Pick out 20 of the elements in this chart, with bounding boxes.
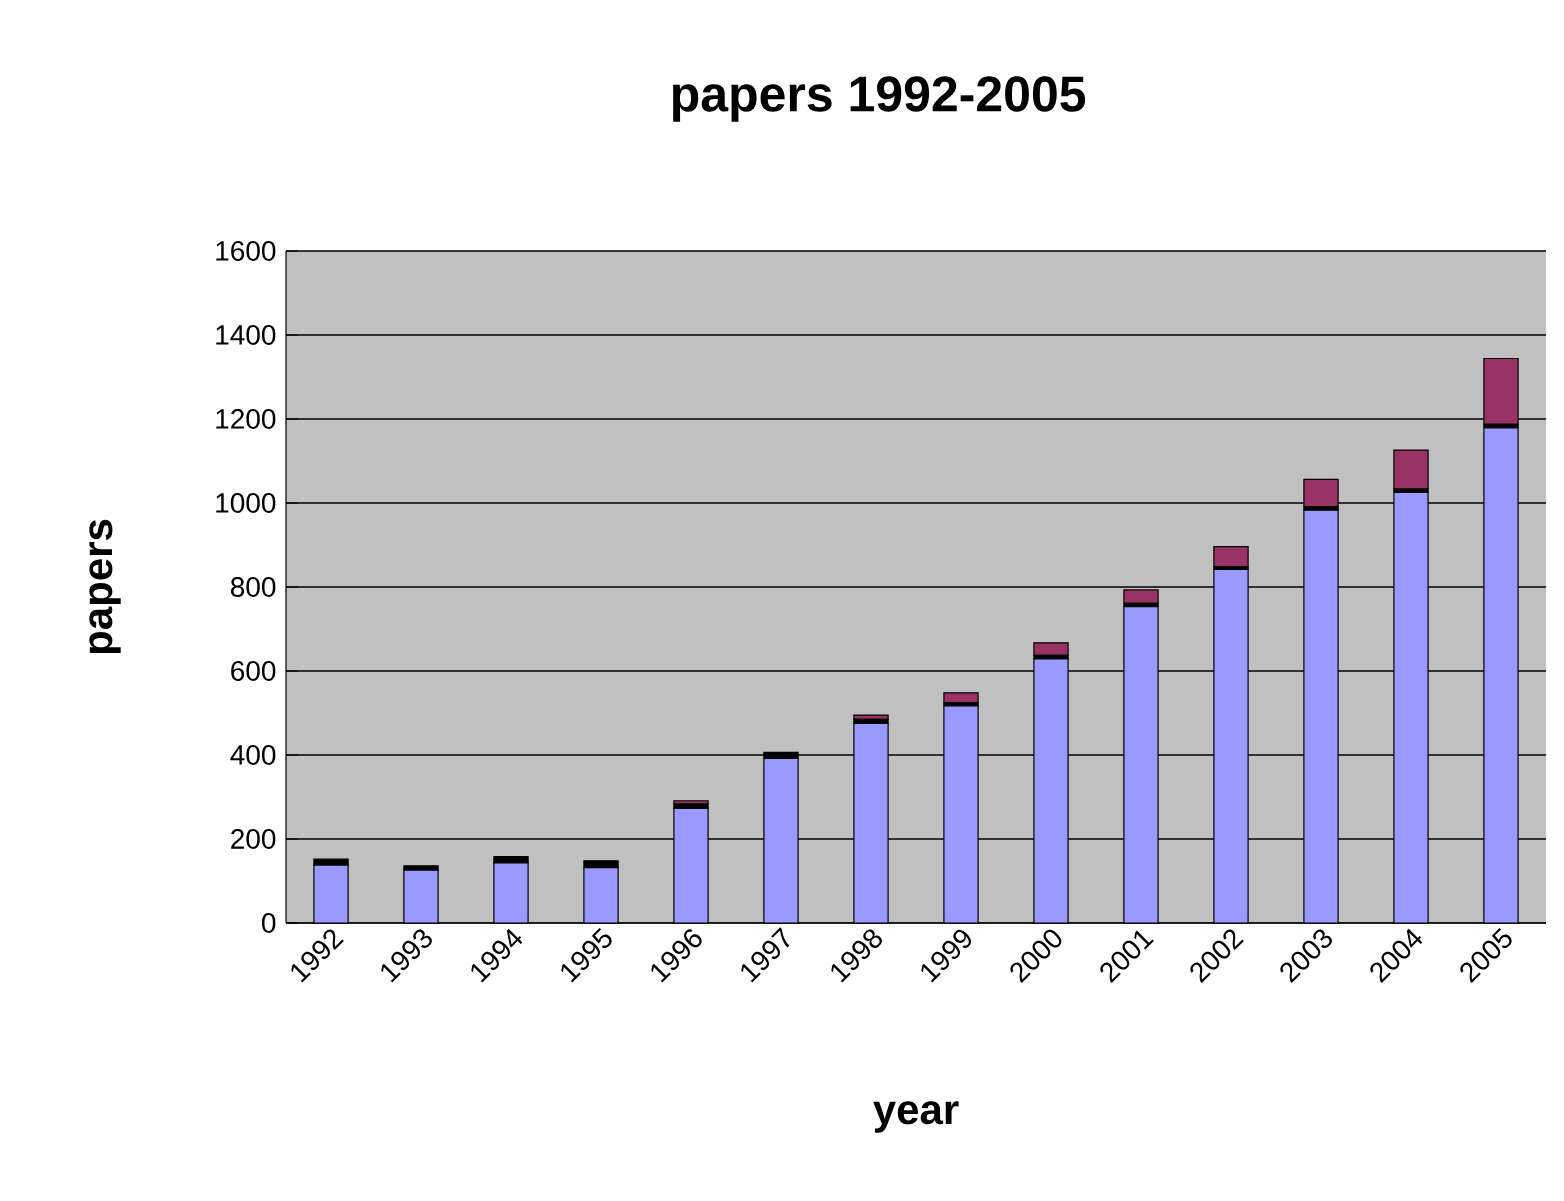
chart-title: papers 1992-2005: [673, 76, 1086, 122]
bar: [1213, 546, 1249, 568]
bar: [1303, 478, 1339, 508]
bar: [1483, 357, 1519, 426]
bar: [1393, 449, 1429, 490]
x-axis-title: year: [873, 1101, 959, 1133]
y-axis-title: papers: [89, 519, 121, 654]
y-tick-label: 200: [231, 829, 276, 849]
bar: [1033, 642, 1069, 657]
y-tick-label: 0: [262, 913, 276, 933]
y-tick-label: 1200: [216, 409, 276, 429]
bar: [1123, 589, 1159, 604]
y-tick-label: 600: [231, 661, 276, 681]
y-tick-label: 1000: [216, 493, 276, 513]
y-tick-label: 400: [230, 745, 276, 765]
bar: [943, 692, 979, 704]
y-tick-label: 1600: [216, 241, 276, 261]
y-tick-label: 1400: [216, 325, 276, 345]
y-tick-label: 800: [230, 577, 276, 597]
bar: [853, 714, 889, 720]
